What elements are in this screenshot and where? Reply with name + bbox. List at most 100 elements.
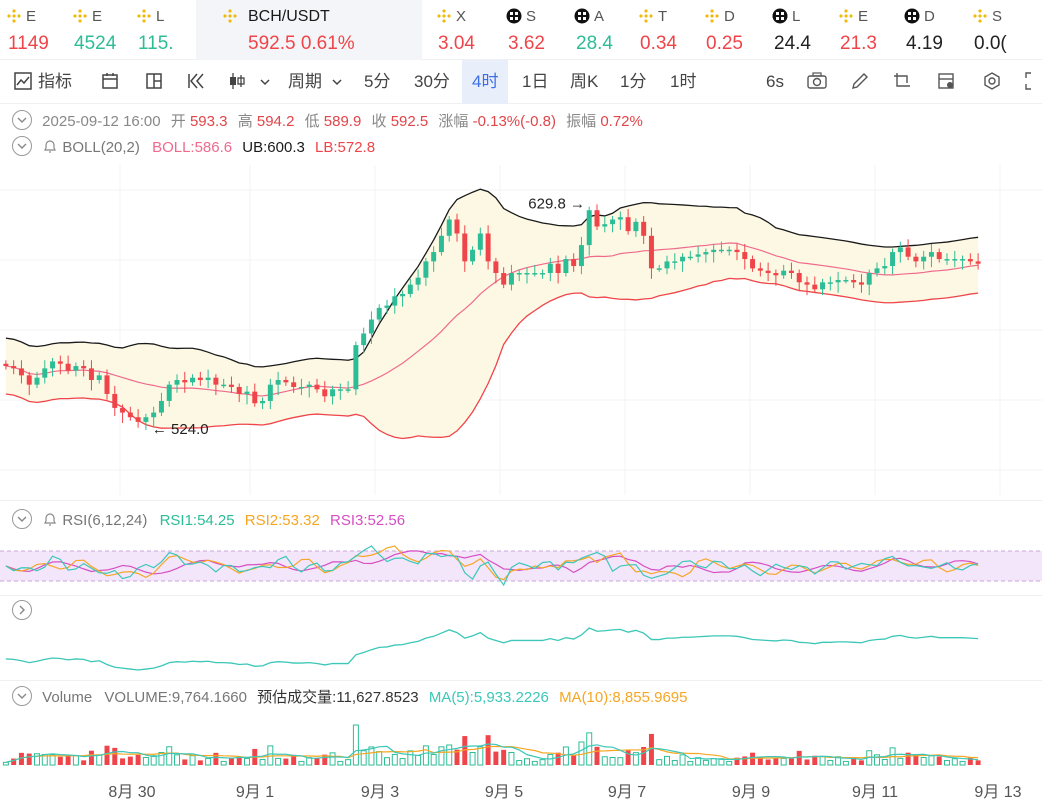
ticker-item[interactable]: E 4524 — [66, 0, 126, 60]
candle — [330, 385, 336, 405]
volume-bar — [220, 760, 227, 766]
volume-bar — [780, 757, 787, 766]
ticker-item[interactable]: E 21.3 — [832, 0, 892, 60]
ticker-price: 28.4 — [576, 33, 613, 54]
interval-tab[interactable]: 1分 — [620, 72, 647, 91]
collapse-chevron-icon[interactable] — [12, 509, 32, 530]
refresh-interval[interactable]: 6s — [766, 72, 784, 91]
layout-icon[interactable] — [144, 60, 164, 104]
volume-bar — [197, 760, 203, 765]
period-dropdown[interactable]: 周期 — [288, 60, 343, 104]
candle — [617, 211, 623, 230]
volume-bar — [368, 746, 375, 766]
volume-bar — [446, 744, 453, 766]
interval-tab[interactable]: 5分 — [364, 72, 391, 91]
ticker-item[interactable]: S 0.0( — [966, 0, 1026, 60]
interval-tab[interactable]: 4时 — [462, 60, 509, 104]
ticker-price: 3.62 — [508, 33, 545, 54]
fullscreen-icon[interactable] — [1024, 60, 1042, 104]
ticker-price: 0.25 — [706, 33, 743, 54]
candle-body — [975, 261, 981, 264]
candle-body — [897, 247, 903, 253]
bell-icon[interactable] — [42, 138, 58, 154]
indicators-button[interactable]: 指标 — [14, 60, 72, 104]
gear-icon[interactable] — [982, 60, 1002, 104]
candle — [50, 357, 56, 377]
volume-bar — [928, 755, 935, 766]
candle — [695, 246, 701, 263]
candle — [291, 376, 297, 393]
interval-tab[interactable]: 周K — [570, 72, 599, 91]
ticker-item[interactable]: D 0.25 — [698, 0, 758, 60]
pencil-icon[interactable] — [850, 60, 870, 104]
candle-body — [602, 224, 608, 227]
collapse-chevron-icon[interactable] — [12, 110, 32, 131]
crop-add-icon[interactable] — [892, 60, 912, 104]
volume-bar — [664, 755, 670, 766]
indicator-line — [5, 627, 979, 671]
bell-icon[interactable] — [42, 511, 58, 527]
candle-body — [890, 252, 896, 267]
candle — [197, 371, 203, 386]
candle — [835, 271, 841, 293]
candle — [851, 274, 857, 289]
camera-icon[interactable] — [806, 60, 828, 104]
volume-bar — [827, 760, 834, 766]
candle — [407, 278, 413, 298]
bnb-icon — [973, 9, 987, 23]
rsi-chart[interactable] — [0, 543, 1042, 593]
candle-body — [330, 389, 336, 397]
volume-bar — [228, 757, 234, 765]
volume-bar — [189, 755, 196, 766]
interval-tab[interactable]: 30分 — [414, 72, 450, 91]
candle — [625, 209, 631, 235]
settings-panel-icon[interactable] — [936, 60, 956, 104]
ticker-item[interactable]: D 4.19 — [898, 0, 958, 60]
ticker-item[interactable]: E 1149 — [0, 0, 60, 60]
volume-bar — [158, 752, 165, 766]
candle-body — [851, 279, 857, 283]
candle-body — [337, 389, 343, 391]
volume-chart[interactable] — [0, 710, 1042, 770]
volume-bar — [524, 758, 530, 766]
candlestick-chart[interactable]: 629.8 → ← 524.0 — [0, 165, 1042, 495]
candle-body — [586, 210, 592, 246]
ticker-item[interactable]: BCH/USDT 592.5 0.61% — [196, 0, 422, 60]
candle — [182, 371, 188, 393]
candle — [928, 243, 934, 268]
volume-bar — [422, 745, 429, 766]
ticker-item[interactable]: T 0.34 — [632, 0, 692, 60]
candle-body — [127, 412, 133, 418]
ticker-item[interactable]: A 28.4 — [568, 0, 628, 60]
candle-body — [135, 417, 141, 422]
interval-tab[interactable]: 1日 — [522, 72, 549, 91]
candle-body — [384, 305, 390, 308]
ticker-item[interactable]: L 115. — [130, 0, 190, 60]
ohlc-info: 2025-09-12 16:00 开 593.3 高 594.2 低 589.9… — [12, 110, 643, 132]
candle-body — [477, 233, 483, 250]
ticker-item[interactable]: L 24.4 — [766, 0, 826, 60]
ticker-price: 3.04 — [438, 33, 475, 54]
volume-bar — [88, 750, 94, 765]
candle-type-dropdown[interactable] — [228, 60, 271, 104]
volume-bar — [135, 754, 141, 765]
rewind-icon[interactable] — [186, 60, 206, 104]
period-label: 周期 — [288, 72, 322, 91]
extra-indicator-chart[interactable] — [0, 620, 1042, 680]
candle-body — [571, 259, 577, 267]
rsi1-line — [5, 545, 979, 587]
boll-lb: LB:572.8 — [315, 139, 376, 156]
collapse-chevron-icon[interactable] — [12, 136, 32, 157]
volume-bar — [11, 758, 17, 765]
interval-tab[interactable]: 1时 — [670, 72, 697, 91]
volume-bar — [501, 749, 507, 765]
candle — [337, 383, 343, 400]
ticker-item[interactable]: X 3.04 — [430, 0, 490, 60]
candle — [361, 327, 367, 354]
expand-chevron-icon[interactable] — [12, 600, 32, 620]
calendar-icon[interactable] — [100, 60, 120, 104]
candle — [967, 253, 973, 265]
collapse-chevron-icon[interactable] — [12, 686, 32, 707]
volume-bar — [648, 733, 654, 765]
ticker-item[interactable]: S 3.62 — [500, 0, 560, 60]
